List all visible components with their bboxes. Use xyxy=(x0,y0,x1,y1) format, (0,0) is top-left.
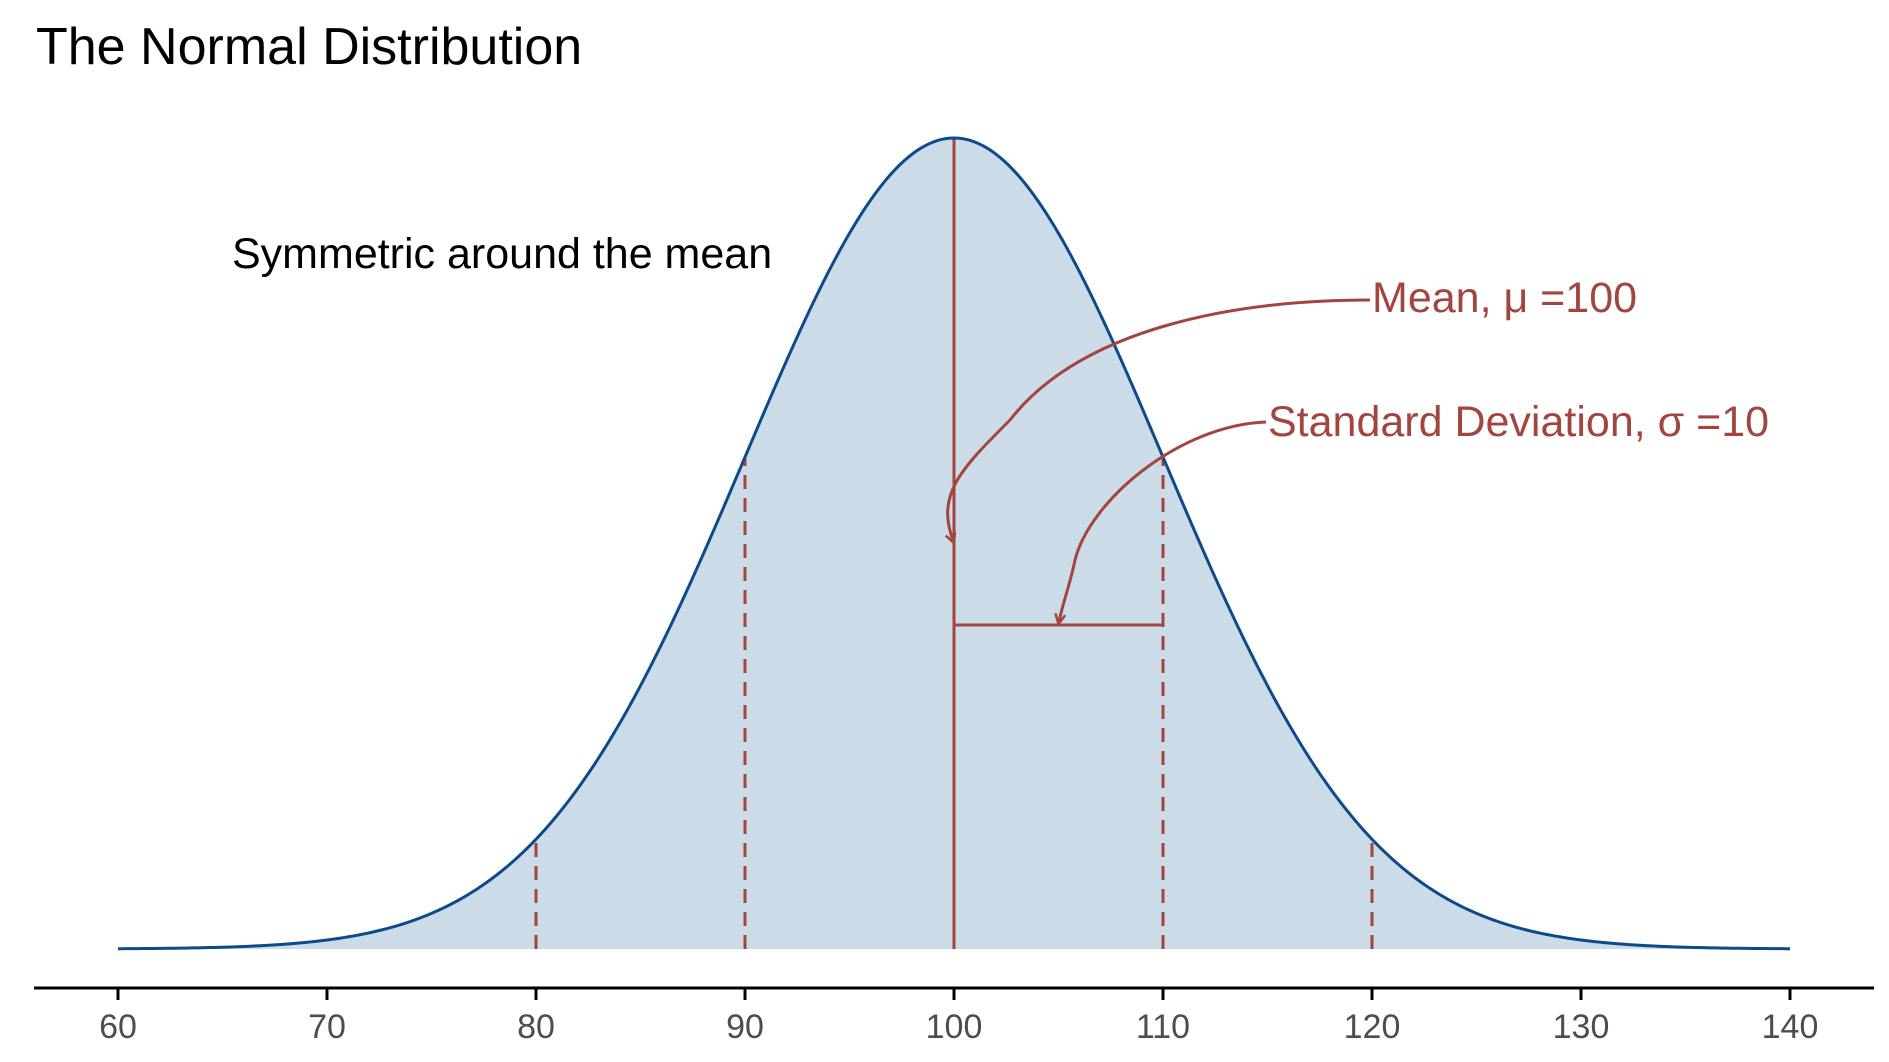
sd-annotation: Standard Deviation, σ =10 xyxy=(1268,398,1769,446)
mean-arrow xyxy=(948,298,1371,543)
chart-title: The Normal Distribution xyxy=(36,18,582,76)
mean-annotation: Mean, μ =100 xyxy=(1372,274,1637,322)
sd-arrow xyxy=(1059,420,1267,624)
density-curve xyxy=(117,136,1791,951)
symmetric-annotation: Symmetric around the mean xyxy=(232,230,772,278)
x-tick-label-120: 120 xyxy=(1344,1008,1401,1046)
x-tick-label-110: 110 xyxy=(1136,1008,1190,1046)
x-tick-label-130: 130 xyxy=(1553,1008,1610,1046)
x-tick-label-100: 100 xyxy=(926,1008,983,1046)
x-axis: 60 70 80 90 100 110 120 130 140 xyxy=(34,986,1874,1046)
x-tick-label-90: 90 xyxy=(726,1008,764,1046)
x-tick-label-140: 140 xyxy=(1762,1008,1819,1046)
annotations: Symmetric around the mean Mean, μ =100 S… xyxy=(232,230,1769,624)
x-tick-label-70: 70 xyxy=(308,1008,346,1046)
x-tick-label-60: 60 xyxy=(99,1008,137,1046)
x-tick-label-80: 80 xyxy=(517,1008,555,1046)
